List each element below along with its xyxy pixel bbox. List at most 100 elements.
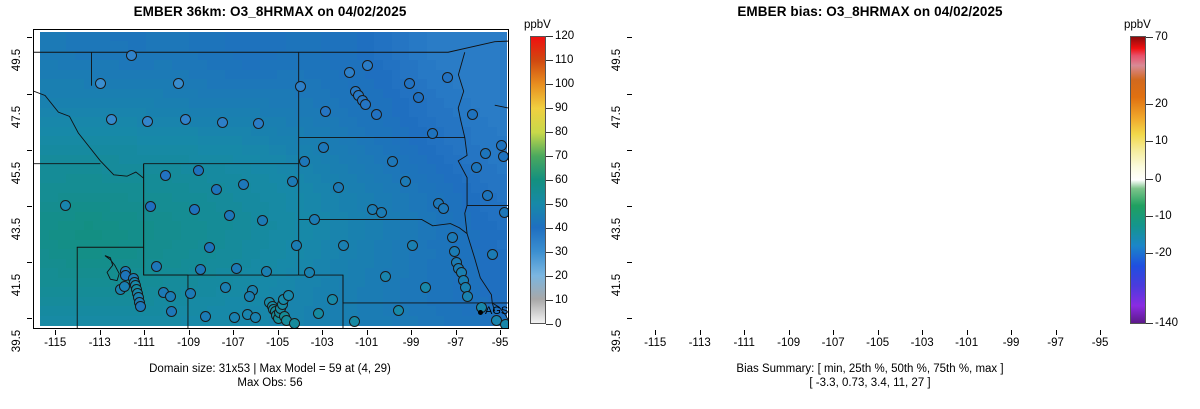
- observation-marker[interactable]: [126, 49, 138, 61]
- observation-marker[interactable]: [286, 175, 298, 187]
- observation-marker[interactable]: [135, 300, 147, 312]
- raster-cell: [321, 41, 331, 52]
- observation-marker[interactable]: [362, 59, 374, 71]
- observation-marker[interactable]: [256, 215, 268, 227]
- observation-marker[interactable]: [224, 209, 236, 221]
- raster-cell: [277, 50, 287, 61]
- observation-marker[interactable]: [228, 311, 240, 323]
- observation-marker[interactable]: [216, 117, 228, 128]
- observation-marker[interactable]: [446, 232, 458, 243]
- observation-marker[interactable]: [159, 170, 171, 182]
- raster-cell: [198, 202, 208, 213]
- observation-marker[interactable]: [188, 203, 200, 215]
- observation-marker[interactable]: [204, 241, 216, 253]
- raster-cell: [303, 258, 314, 269]
- raster-cell: [268, 69, 278, 80]
- observation-marker[interactable]: [333, 181, 345, 193]
- observation-marker[interactable]: [298, 156, 310, 168]
- observation-marker[interactable]: [448, 246, 460, 257]
- raster-cell: [259, 306, 270, 317]
- observation-marker[interactable]: [210, 184, 222, 196]
- observation-marker[interactable]: [495, 139, 507, 151]
- observation-marker[interactable]: [500, 318, 508, 328]
- raster-cell: [180, 164, 191, 175]
- observation-marker[interactable]: [193, 164, 205, 176]
- x-tick-mark: [233, 330, 235, 335]
- observation-marker[interactable]: [150, 261, 162, 273]
- observation-marker[interactable]: [313, 307, 325, 319]
- observation-marker[interactable]: [283, 289, 295, 301]
- observation-marker[interactable]: [348, 316, 360, 328]
- observation-marker[interactable]: [471, 161, 483, 173]
- observation-marker[interactable]: [462, 290, 474, 302]
- observation-marker[interactable]: [291, 240, 302, 252]
- observation-marker[interactable]: [379, 271, 391, 283]
- observation-marker[interactable]: [195, 264, 207, 276]
- observation-marker[interactable]: [118, 281, 130, 292]
- observation-marker[interactable]: [288, 317, 300, 328]
- observation-marker[interactable]: [249, 311, 261, 323]
- observation-marker[interactable]: [386, 156, 398, 168]
- observation-marker[interactable]: [426, 128, 438, 140]
- observation-marker[interactable]: [442, 72, 454, 84]
- observation-marker[interactable]: [141, 115, 153, 127]
- observation-marker[interactable]: [244, 290, 256, 302]
- raster-cell: [119, 315, 129, 326]
- raster-cell: [312, 154, 322, 165]
- observation-marker[interactable]: [317, 142, 329, 154]
- observation-marker[interactable]: [406, 240, 418, 252]
- observation-marker[interactable]: [420, 282, 431, 294]
- raster-cell: [365, 249, 375, 260]
- raster-cell: [259, 135, 270, 147]
- observation-marker[interactable]: [319, 105, 331, 117]
- observation-marker[interactable]: [260, 265, 272, 277]
- raster-cell: [119, 202, 129, 213]
- observation-marker[interactable]: [371, 108, 382, 120]
- observation-marker[interactable]: [437, 202, 449, 214]
- observation-marker[interactable]: [145, 201, 157, 213]
- observation-marker[interactable]: [482, 189, 494, 201]
- observation-marker[interactable]: [497, 150, 508, 162]
- raster-cell: [479, 126, 489, 137]
- observation-marker[interactable]: [466, 108, 478, 120]
- raster-cell: [66, 183, 76, 194]
- observation-marker[interactable]: [337, 240, 349, 252]
- observation-marker[interactable]: [295, 80, 307, 92]
- observation-marker[interactable]: [393, 304, 405, 316]
- observation-marker[interactable]: [166, 306, 178, 318]
- observation-marker[interactable]: [404, 77, 416, 89]
- observation-marker[interactable]: [165, 290, 177, 302]
- observation-marker[interactable]: [199, 310, 211, 322]
- observation-marker[interactable]: [359, 98, 371, 110]
- observation-marker[interactable]: [498, 206, 508, 218]
- observation-marker[interactable]: [413, 91, 425, 103]
- observation-marker[interactable]: [326, 293, 338, 305]
- observation-marker[interactable]: [173, 77, 185, 89]
- observation-marker[interactable]: [230, 262, 242, 274]
- observation-marker[interactable]: [237, 178, 249, 190]
- raster-cell: [330, 258, 340, 269]
- raster-cell: [400, 135, 410, 147]
- observation-marker[interactable]: [486, 248, 498, 260]
- observation-marker[interactable]: [308, 213, 320, 225]
- y-tick-mark: [27, 205, 32, 207]
- raster-cell: [418, 268, 428, 279]
- observation-marker[interactable]: [185, 288, 197, 300]
- observation-marker[interactable]: [480, 147, 491, 159]
- observation-marker[interactable]: [400, 175, 411, 187]
- raster-cell: [189, 107, 199, 118]
- raster-cell: [268, 164, 278, 175]
- raster-cell: [497, 183, 507, 194]
- raster-cell: [189, 32, 199, 43]
- observation-marker[interactable]: [59, 199, 71, 211]
- observation-marker[interactable]: [253, 118, 265, 130]
- observation-marker[interactable]: [95, 77, 107, 89]
- raster-cell: [470, 69, 481, 80]
- observation-marker[interactable]: [179, 114, 191, 126]
- observation-marker[interactable]: [304, 267, 316, 278]
- model-map-plot[interactable]: AGS: [33, 29, 509, 329]
- observation-marker[interactable]: [219, 282, 231, 294]
- observation-marker[interactable]: [375, 206, 387, 218]
- observation-marker[interactable]: [344, 66, 356, 78]
- observation-marker[interactable]: [106, 114, 118, 126]
